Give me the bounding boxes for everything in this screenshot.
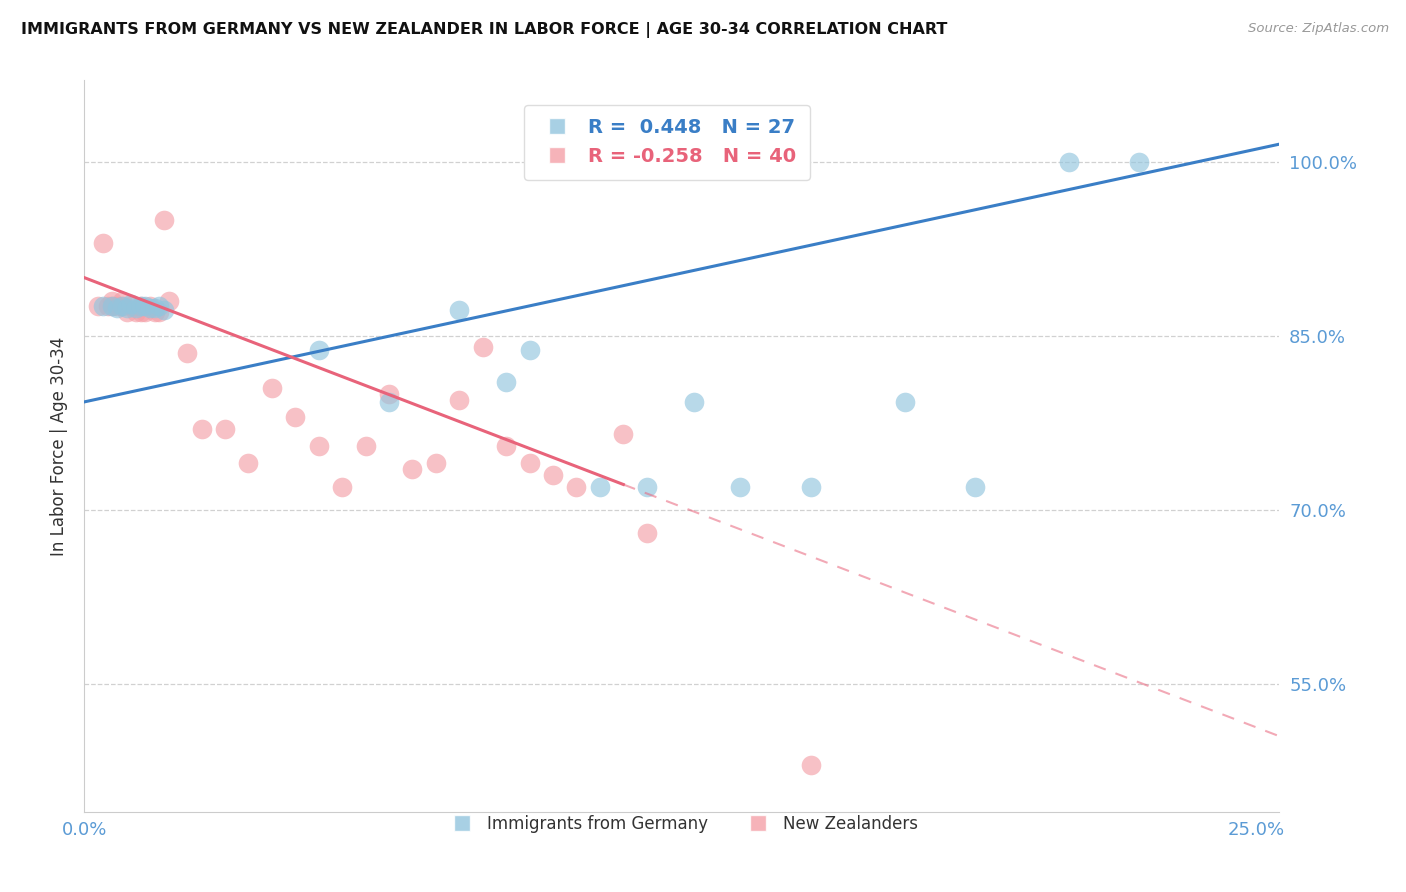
Point — [354, 439, 377, 453]
Point — [120, 297, 142, 311]
Point — [176, 346, 198, 360]
Point — [238, 457, 260, 471]
Point — [612, 427, 634, 442]
Point — [101, 293, 124, 308]
Point — [800, 480, 823, 494]
Point — [519, 343, 541, 357]
Point — [101, 299, 124, 313]
Point — [284, 409, 307, 424]
Point — [308, 439, 330, 453]
Point — [636, 480, 658, 494]
Point — [148, 305, 170, 319]
Point — [449, 392, 471, 407]
Point — [963, 480, 986, 494]
Point — [519, 457, 541, 471]
Point — [134, 305, 156, 319]
Point — [91, 299, 114, 313]
Point — [330, 480, 353, 494]
Point — [143, 305, 166, 319]
Point — [682, 395, 704, 409]
Point — [97, 299, 120, 313]
Point — [214, 421, 236, 435]
Point — [449, 303, 471, 318]
Text: IMMIGRANTS FROM GERMANY VS NEW ZEALANDER IN LABOR FORCE | AGE 30-34 CORRELATION : IMMIGRANTS FROM GERMANY VS NEW ZEALANDER… — [21, 22, 948, 38]
Point — [115, 305, 138, 319]
Y-axis label: In Labor Force | Age 30-34: In Labor Force | Age 30-34 — [49, 336, 67, 556]
Point — [378, 386, 401, 401]
Point — [125, 301, 148, 315]
Point — [308, 343, 330, 357]
Point — [129, 305, 152, 319]
Point — [153, 212, 176, 227]
Point — [148, 299, 170, 313]
Point — [1128, 154, 1150, 169]
Legend: Immigrants from Germany, New Zealanders: Immigrants from Germany, New Zealanders — [439, 809, 925, 840]
Point — [125, 305, 148, 319]
Text: Source: ZipAtlas.com: Source: ZipAtlas.com — [1249, 22, 1389, 36]
Point — [260, 381, 283, 395]
Point — [111, 293, 134, 308]
Point — [636, 526, 658, 541]
Point — [730, 480, 752, 494]
Point — [1057, 154, 1080, 169]
Point — [541, 468, 564, 483]
Point — [91, 235, 114, 250]
Point — [157, 293, 180, 308]
Point — [129, 299, 152, 313]
Point — [134, 299, 156, 313]
Point — [425, 457, 447, 471]
Point — [190, 421, 212, 435]
Point — [120, 299, 142, 313]
Point — [471, 340, 494, 354]
Point — [87, 299, 110, 313]
Point — [893, 395, 915, 409]
Point — [143, 301, 166, 315]
Point — [800, 758, 823, 772]
Point — [111, 299, 134, 313]
Point — [105, 301, 128, 315]
Point — [378, 395, 401, 409]
Point — [105, 299, 128, 313]
Point — [129, 299, 152, 313]
Point — [565, 480, 588, 494]
Point — [495, 439, 517, 453]
Point — [401, 462, 423, 476]
Point — [589, 480, 612, 494]
Point — [115, 301, 138, 315]
Point — [153, 303, 176, 318]
Point — [111, 299, 134, 313]
Point — [495, 375, 517, 389]
Point — [101, 299, 124, 313]
Point — [139, 301, 162, 315]
Point — [139, 299, 162, 313]
